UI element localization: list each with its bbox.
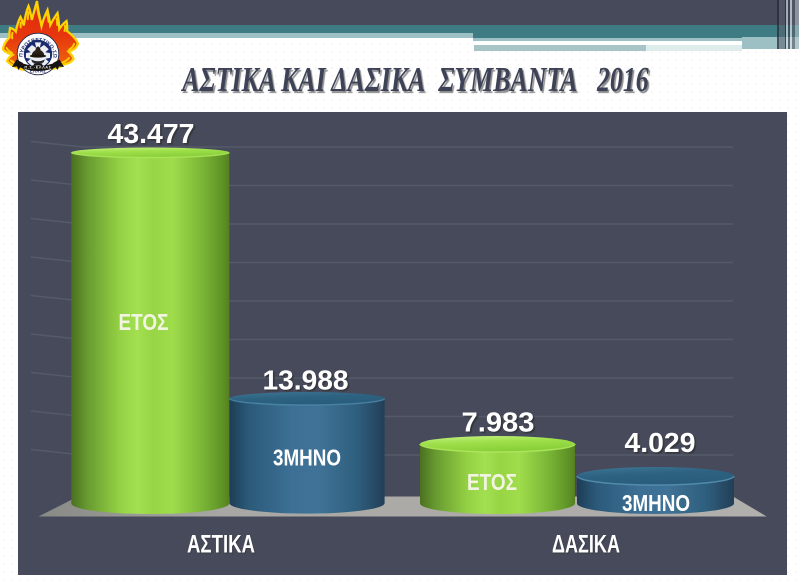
svg-text:ΕΤΟΣ: ΕΤΟΣ [119,309,169,335]
svg-text:43.477: 43.477 [108,118,195,149]
svg-text:ΕΛΛΑΣ: ΕΛΛΑΣ [30,69,47,74]
svg-text:ΔΑΣΙΚΑ: ΔΑΣΙΚΑ [552,531,620,559]
svg-text:3ΜΗΝΟ: 3ΜΗΝΟ [622,490,690,516]
svg-text:3ΜΗΝΟ: 3ΜΗΝΟ [273,445,341,471]
svg-text:4.029: 4.029 [625,427,696,458]
svg-text:7.983: 7.983 [462,407,535,438]
svg-text:Π.Σ.·ΕΛΛΑΣ: Π.Σ.·ΕΛΛΑΣ [24,64,51,69]
svg-text:ΑΣΤΙΚΑ: ΑΣΤΙΚΑ [187,531,255,559]
svg-text:ΕΤΟΣ: ΕΤΟΣ [467,469,517,495]
svg-text:13.988: 13.988 [263,365,349,396]
